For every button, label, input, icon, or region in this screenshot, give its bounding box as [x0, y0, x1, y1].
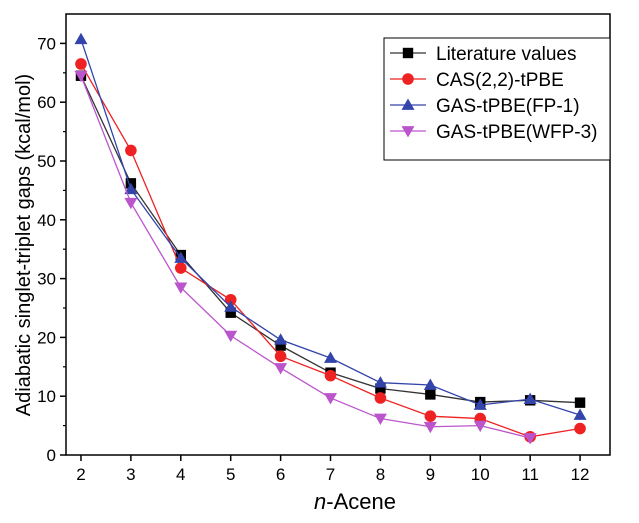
y-tick-label: 60 [37, 93, 56, 112]
x-tick-label: 7 [326, 465, 335, 484]
legend-entry: Literature values [390, 44, 576, 65]
data-point [523, 433, 537, 445]
x-tick-label: 12 [571, 465, 590, 484]
x-tick-label: 10 [471, 465, 490, 484]
legend-marker [402, 47, 414, 59]
data-point [374, 392, 387, 404]
x-tick-label: 8 [376, 465, 385, 484]
y-tick-label: 20 [37, 328, 56, 347]
y-tick-label: 50 [37, 152, 56, 171]
legend-entry: GAS-tPBE(FP-1) [390, 96, 580, 117]
y-tick-label: 0 [47, 446, 56, 465]
x-tick-label: 3 [126, 465, 135, 484]
data-point [274, 333, 288, 345]
legend-box [383, 37, 611, 161]
data-point [124, 182, 138, 195]
data-point [373, 376, 387, 388]
plot-frame [65, 13, 611, 456]
data-point [174, 282, 188, 294]
legend-label: GAS-tPBE(FP-1) [436, 96, 580, 117]
legend-entry: CAS(2,2)-tPBE [390, 70, 564, 91]
data-point [274, 350, 287, 363]
data-point [225, 307, 236, 318]
data-point [574, 422, 586, 435]
data-point [324, 369, 337, 382]
data-point [125, 144, 137, 157]
data-point [174, 262, 187, 274]
data-point [373, 413, 387, 426]
data-point [574, 397, 586, 408]
data-point [74, 70, 88, 83]
data-point [473, 420, 487, 433]
axes: 2 3 4 5 6 7 8 9 10 11 12 0 10 20 30 40 50 60 70 [37, 13, 611, 484]
legend-label: CAS(2,2)-tPBE [436, 70, 564, 91]
series-4 [74, 70, 537, 445]
x-axis-label: n-Acene [314, 489, 396, 514]
data-point [124, 197, 138, 210]
y-tick-label: 70 [37, 34, 56, 53]
legend-label: Literature values [436, 44, 576, 65]
y-tick-label: 10 [37, 387, 56, 406]
legend-marker [402, 73, 414, 85]
x-tick-label: 2 [76, 465, 85, 484]
data-point [324, 351, 338, 363]
data-point [224, 300, 238, 312]
x-tick-label: 6 [276, 465, 285, 484]
x-tick-label: 11 [521, 465, 539, 484]
data-point [423, 421, 437, 434]
legend-entry: GAS-tPBE(WFP-3) [390, 122, 598, 143]
x-tick-label: 5 [226, 465, 235, 484]
y-axis-label: Adiabatic singlet-triplet gaps (kcal/mol… [13, 74, 35, 416]
y-tick-label: 30 [37, 270, 56, 289]
legend: Literature values CAS(2,2)-tPBE GAS-tPBE(F… [383, 37, 611, 161]
data-point [74, 32, 88, 45]
data-point [523, 392, 537, 405]
x-axis-label-italic: n [314, 489, 326, 514]
data-point [573, 408, 587, 420]
data-point [375, 383, 386, 394]
data-point [324, 393, 338, 405]
x-tick-label: 9 [426, 465, 435, 484]
data-point [274, 363, 288, 375]
legend-marker [401, 126, 415, 138]
legend-marker [401, 98, 415, 110]
data-point [224, 330, 238, 343]
data-point [174, 251, 188, 263]
x-tick-label: 4 [176, 465, 185, 484]
data-point [425, 389, 436, 400]
data-point [75, 58, 87, 70]
data-point [275, 340, 286, 351]
data-point [423, 378, 437, 390]
y-tick-label: 40 [37, 211, 56, 230]
data-point [473, 398, 487, 410]
legend-label: GAS-tPBE(WFP-3) [436, 122, 598, 143]
x-axis-label-rest: -Acene [326, 489, 396, 514]
data-point [424, 410, 437, 422]
series-line [80, 75, 531, 439]
data-point [224, 293, 237, 306]
series-layer [74, 32, 587, 445]
series-3 [74, 32, 587, 420]
